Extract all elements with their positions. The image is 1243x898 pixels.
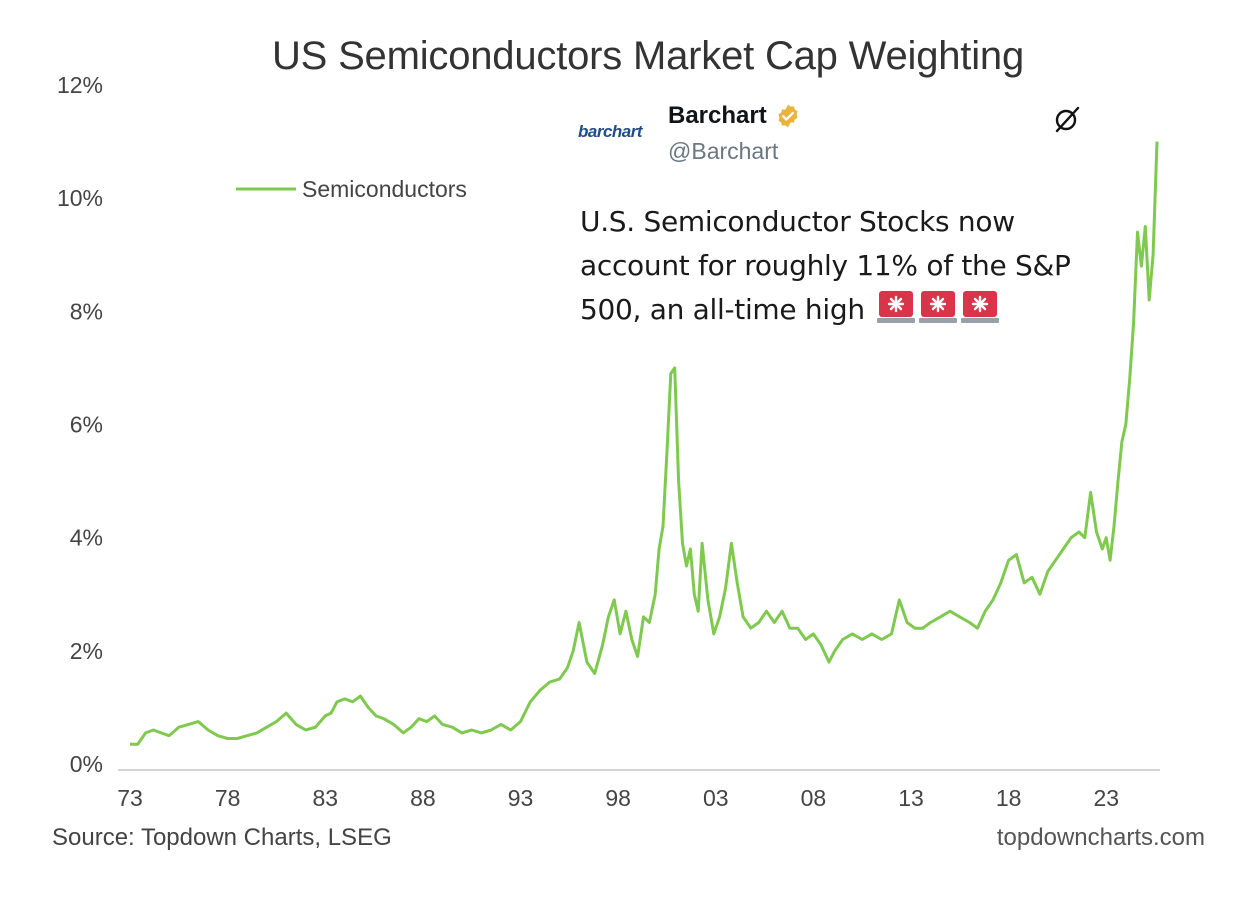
y-tick-label: 4% [70,525,103,551]
y-tick-label: 0% [70,751,103,777]
y-tick-label: 12% [57,72,103,98]
siren-icon [877,291,916,323]
series-layer [130,141,1159,746]
y-tick-label: 6% [70,412,103,438]
x-tick-label: 13 [898,785,924,811]
avatar[interactable]: barchart [578,122,643,141]
display-name[interactable]: Barchart [668,102,767,129]
x-tick-label: 08 [801,785,827,811]
verified-badge-icon [778,104,798,128]
legend-label: Semiconductors [302,176,467,202]
x-tick-label: 03 [703,785,729,811]
siren-icon [919,291,958,323]
y-tick-label: 8% [70,298,103,324]
x-tick-label: 73 [117,785,143,811]
series-line-semiconductors [130,141,1159,746]
x-axis-ticks: 73 78 83 88 93 98 03 08 13 18 23 [117,785,1119,811]
tweet-text: U.S. Semiconductor Stocks now account fo… [580,205,1071,326]
x-tick-label: 98 [605,785,631,811]
source-note: Source: Topdown Charts, LSEG [52,824,392,851]
tweet-author-row: Barchart [668,102,801,130]
x-tick-label: 83 [312,785,338,811]
grok-icon[interactable] [1052,104,1082,134]
x-tick-label: 18 [996,785,1022,811]
siren-icon [961,291,1000,323]
legend: Semiconductors [236,176,467,202]
x-tick-label: 23 [1093,785,1119,811]
y-tick-label: 10% [57,185,103,211]
tweet-body: U.S. Semiconductor Stocks now account fo… [580,200,1100,332]
y-axis-ticks: 0% 2% 4% 6% 8% 10% 12% [57,72,103,777]
x-tick-label: 93 [508,785,534,811]
x-tick-label: 78 [215,785,241,811]
chart-title: US Semiconductors Market Cap Weighting [272,34,1024,78]
handle[interactable]: @Barchart [668,138,779,164]
y-tick-label: 2% [70,638,103,664]
x-tick-label: 88 [410,785,436,811]
site-credit: topdowncharts.com [996,824,1205,851]
